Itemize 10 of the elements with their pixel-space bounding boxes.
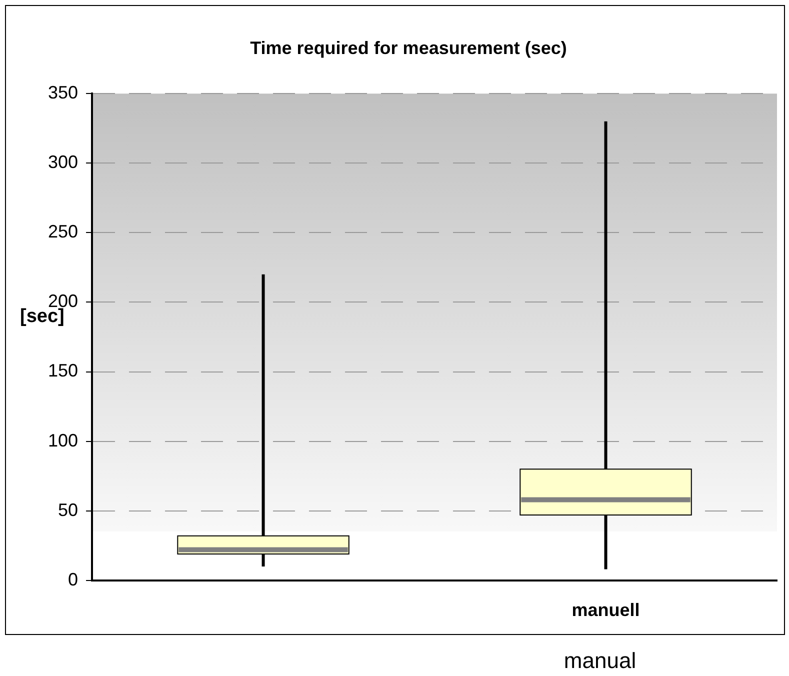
y-tick-label: 50 bbox=[58, 500, 78, 520]
y-tick-label: 100 bbox=[48, 430, 78, 450]
y-tick-label: 300 bbox=[48, 152, 78, 172]
y-tick-label: 0 bbox=[68, 569, 78, 590]
y-tick-label: 150 bbox=[48, 360, 78, 381]
text: manual bbox=[562, 648, 638, 674]
y-tick-label: 250 bbox=[48, 222, 78, 242]
chart-title: Time required for measurement (sec) bbox=[250, 38, 567, 58]
y-tick-label: 350 bbox=[48, 82, 78, 103]
x-tick-label: manuell bbox=[572, 600, 640, 620]
